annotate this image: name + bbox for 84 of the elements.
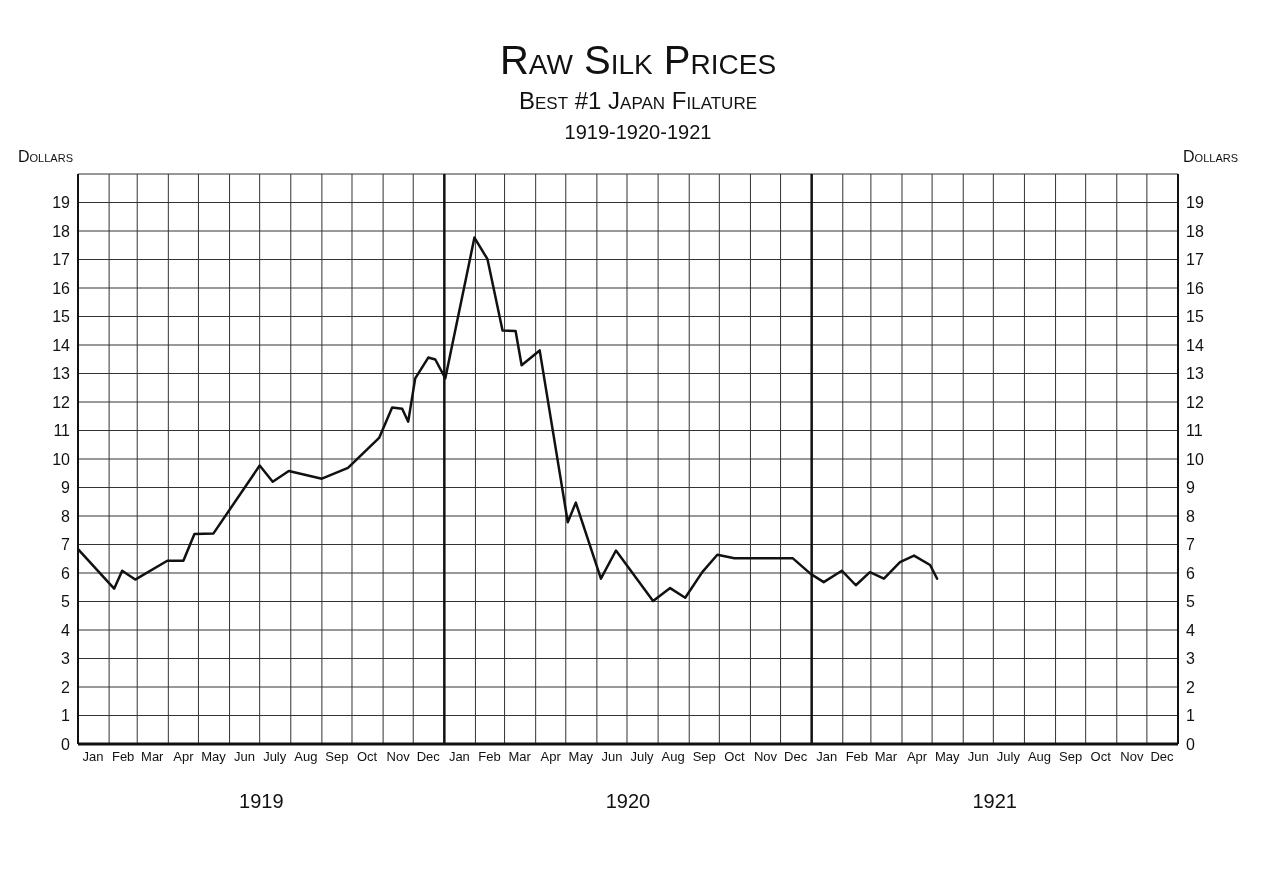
text: 1919-1920-1921 xyxy=(563,121,713,144)
x-tick-label: Oct xyxy=(1090,749,1112,765)
x-tick-label: July xyxy=(263,749,287,765)
y2-tick-label: 1 xyxy=(1186,707,1195,725)
y2-tick-label: 4 xyxy=(1186,621,1195,639)
x-tick-label: Aug xyxy=(661,749,685,765)
text: 1920 xyxy=(605,790,651,812)
y2-tick-label: 0 xyxy=(1186,735,1195,753)
x-tick-label: Jan xyxy=(448,749,470,765)
x-tick-label: Nov xyxy=(1120,749,1144,765)
x-tick-label: Jun xyxy=(601,749,623,765)
y2-tick-label: 19 xyxy=(1186,194,1204,212)
x-tick-label: Jun xyxy=(234,749,256,765)
y-axis-title: Dollars xyxy=(18,148,73,166)
y-tick-label: 10 xyxy=(52,450,71,468)
x-tick-label: Feb xyxy=(845,749,869,765)
x-tick-label: Aug xyxy=(1027,749,1052,765)
x-tick-label: Dec xyxy=(1150,749,1174,765)
y2-tick-label: 3 xyxy=(1186,650,1195,668)
x-tick-label: May xyxy=(934,749,960,765)
y2-tick-label: 8 xyxy=(1186,507,1195,525)
y-tick-label: 3 xyxy=(61,650,71,668)
y-tick-label: 5 xyxy=(61,593,71,611)
y-tick-label: 18 xyxy=(52,222,71,240)
x-tick-label: Apr xyxy=(906,749,928,765)
y-tick-label: 0 xyxy=(61,735,71,753)
y-tick-label: 11 xyxy=(53,422,71,440)
x-tick-label: Nov xyxy=(753,749,778,765)
y-tick-label: 4 xyxy=(61,621,71,639)
y2-tick-label: 9 xyxy=(1186,479,1195,497)
y-tick-label: 6 xyxy=(61,564,71,582)
x-tick-label: Oct xyxy=(356,749,378,765)
x-tick-label: July xyxy=(996,749,1021,765)
y2-tick-label: 18 xyxy=(1186,222,1204,240)
x-tick-label: Sep xyxy=(325,749,349,765)
x-tick-label: Mar xyxy=(141,749,165,765)
y2-tick-label: 14 xyxy=(1186,336,1204,354)
y-tick-label: 8 xyxy=(61,507,71,525)
y2-tick-label: 11 xyxy=(1186,422,1203,440)
y2-tick-label: 12 xyxy=(1186,393,1204,411)
y-tick-label: 14 xyxy=(52,336,71,354)
x-tick-label: Dec xyxy=(416,749,441,765)
y2-tick-label: 13 xyxy=(1186,365,1204,383)
y2-tick-label: 6 xyxy=(1186,564,1195,582)
y2-tick-label: 2 xyxy=(1186,678,1195,696)
y2-tick-label: 5 xyxy=(1186,593,1195,611)
x-tick-label: Feb xyxy=(478,749,501,765)
text: 1919 xyxy=(239,790,284,812)
x-tick-label: Sep xyxy=(1059,749,1083,765)
x-tick-label: Mar xyxy=(508,749,532,765)
x-tick-label: Oct xyxy=(724,749,745,765)
y-tick-label: 17 xyxy=(52,251,71,269)
chart-subtitle: Best #1 Japan Filature xyxy=(518,87,758,115)
x-tick-label: Jun xyxy=(967,749,989,765)
x-tick-label: Apr xyxy=(540,749,562,765)
x-tick-label: May xyxy=(568,749,594,765)
y-tick-label: 2 xyxy=(61,678,71,696)
x-tick-label: Apr xyxy=(173,749,195,765)
y2-tick-label: 15 xyxy=(1186,308,1204,326)
text: 1921 xyxy=(972,790,1017,812)
y2-axis-title: Dollars xyxy=(1183,148,1238,166)
y-tick-label: 1 xyxy=(61,707,71,725)
y-tick-label: 12 xyxy=(52,393,71,411)
y-tick-label: 15 xyxy=(52,308,71,326)
x-tick-label: Mar xyxy=(874,749,898,765)
x-tick-label: Aug xyxy=(294,749,318,765)
x-tick-label: Jan xyxy=(816,749,838,765)
y-tick-label: 7 xyxy=(61,536,71,554)
x-tick-label: Sep xyxy=(692,749,716,765)
x-tick-label: July xyxy=(630,749,655,765)
y2-tick-label: 17 xyxy=(1186,251,1204,269)
y-tick-label: 19 xyxy=(52,194,71,212)
chart-title: Raw Silk Prices xyxy=(498,38,778,83)
x-tick-label: Nov xyxy=(386,749,411,765)
y2-tick-label: 7 xyxy=(1186,536,1195,554)
x-tick-label: Jan xyxy=(82,749,104,765)
x-tick-label: May xyxy=(201,749,227,765)
x-tick-label: Dec xyxy=(784,749,808,765)
y2-tick-label: 16 xyxy=(1186,279,1204,297)
y-tick-label: 13 xyxy=(52,365,71,383)
y-tick-label: 16 xyxy=(52,279,71,297)
y-tick-label: 9 xyxy=(61,479,71,497)
y2-tick-label: 10 xyxy=(1186,450,1204,468)
x-tick-label: Feb xyxy=(111,749,135,765)
